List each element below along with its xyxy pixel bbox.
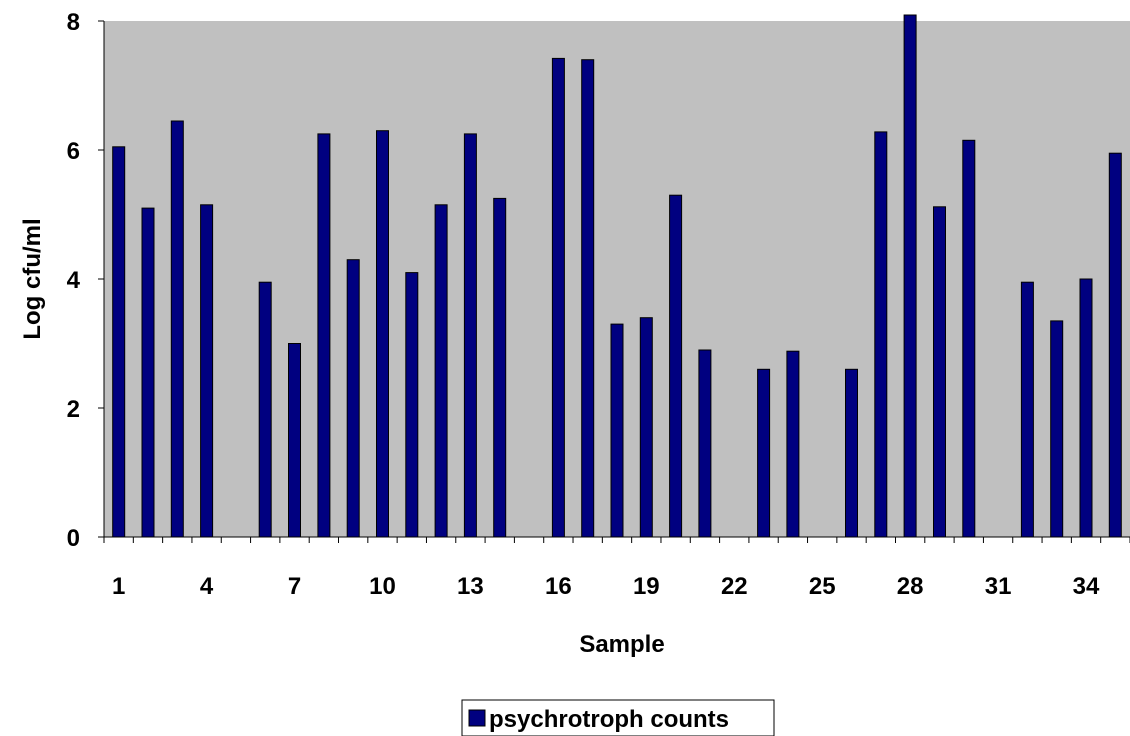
- bars-group: [112, 14, 1122, 538]
- bar-sample-11: [405, 272, 419, 538]
- bar-sample-23: [757, 368, 771, 538]
- y-ticks-group: 0 2 4 6 8: [67, 9, 104, 552]
- y-axis-title: Log cfu/ml: [19, 218, 46, 339]
- bar-sample-26: [845, 368, 858, 538]
- bar-sample-24: [786, 350, 800, 538]
- x-tick-label: 34: [1073, 573, 1100, 600]
- legend-label: psychrotroph counts: [489, 706, 729, 733]
- bar-sample-20: [669, 194, 683, 538]
- bar-sample-10: [376, 130, 389, 538]
- bar-sample-12: [434, 204, 448, 538]
- x-tick-label: 10: [369, 573, 396, 600]
- bar-sample-32: [1020, 281, 1034, 538]
- bar-sample-9: [346, 259, 360, 538]
- y-tick-label: 0: [67, 525, 80, 552]
- bar-sample-2: [141, 207, 155, 538]
- bar-sample-27: [874, 131, 888, 538]
- x-axis-title: Sample: [579, 631, 664, 658]
- bar-sample-17: [581, 59, 595, 538]
- x-tick-label: 22: [721, 573, 748, 600]
- y-tick-label: 6: [67, 138, 80, 165]
- x-tick-label: 16: [545, 573, 572, 600]
- bar-sample-19: [639, 317, 653, 538]
- bar-sample-35: [1108, 152, 1122, 538]
- x-tick-label: 7: [288, 573, 301, 600]
- bar-sample-30: [962, 139, 976, 538]
- x-tick-label: 19: [633, 573, 660, 600]
- bar-sample-13: [463, 133, 477, 538]
- y-tick-label: 4: [67, 267, 81, 294]
- bar-sample-29: [933, 206, 946, 538]
- x-tick-label: 4: [200, 573, 214, 600]
- bar-sample-21: [698, 349, 712, 538]
- bar-sample-6: [258, 281, 272, 538]
- bar-sample-28: [903, 14, 917, 538]
- y-tick-label: 2: [67, 396, 80, 423]
- bar-sample-7: [288, 343, 301, 538]
- y-tick-label: 8: [67, 9, 80, 36]
- x-tick-label: 31: [985, 573, 1012, 600]
- bar-sample-8: [317, 133, 331, 538]
- bar-sample-4: [200, 204, 214, 538]
- x-ticks-group: 1 4 7 10 13 16 19 22 25 28 31 34: [103, 537, 1130, 600]
- bar-sample-16: [551, 57, 565, 538]
- bar-sample-3: [170, 120, 184, 538]
- x-tick-label: 13: [457, 573, 484, 600]
- legend-box: [461, 699, 775, 736]
- x-tick-label: 28: [897, 573, 924, 600]
- bar-sample-33: [1050, 320, 1064, 538]
- x-tick-label: 1: [112, 573, 125, 600]
- bar-sample-18: [610, 323, 624, 538]
- bar-sample-34: [1079, 278, 1093, 538]
- bar-sample-14: [493, 197, 507, 538]
- legend-swatch: [468, 709, 486, 727]
- x-tick-label: 25: [809, 573, 836, 600]
- legend: psychrotroph counts: [461, 699, 775, 736]
- bar-sample-1: [112, 146, 126, 538]
